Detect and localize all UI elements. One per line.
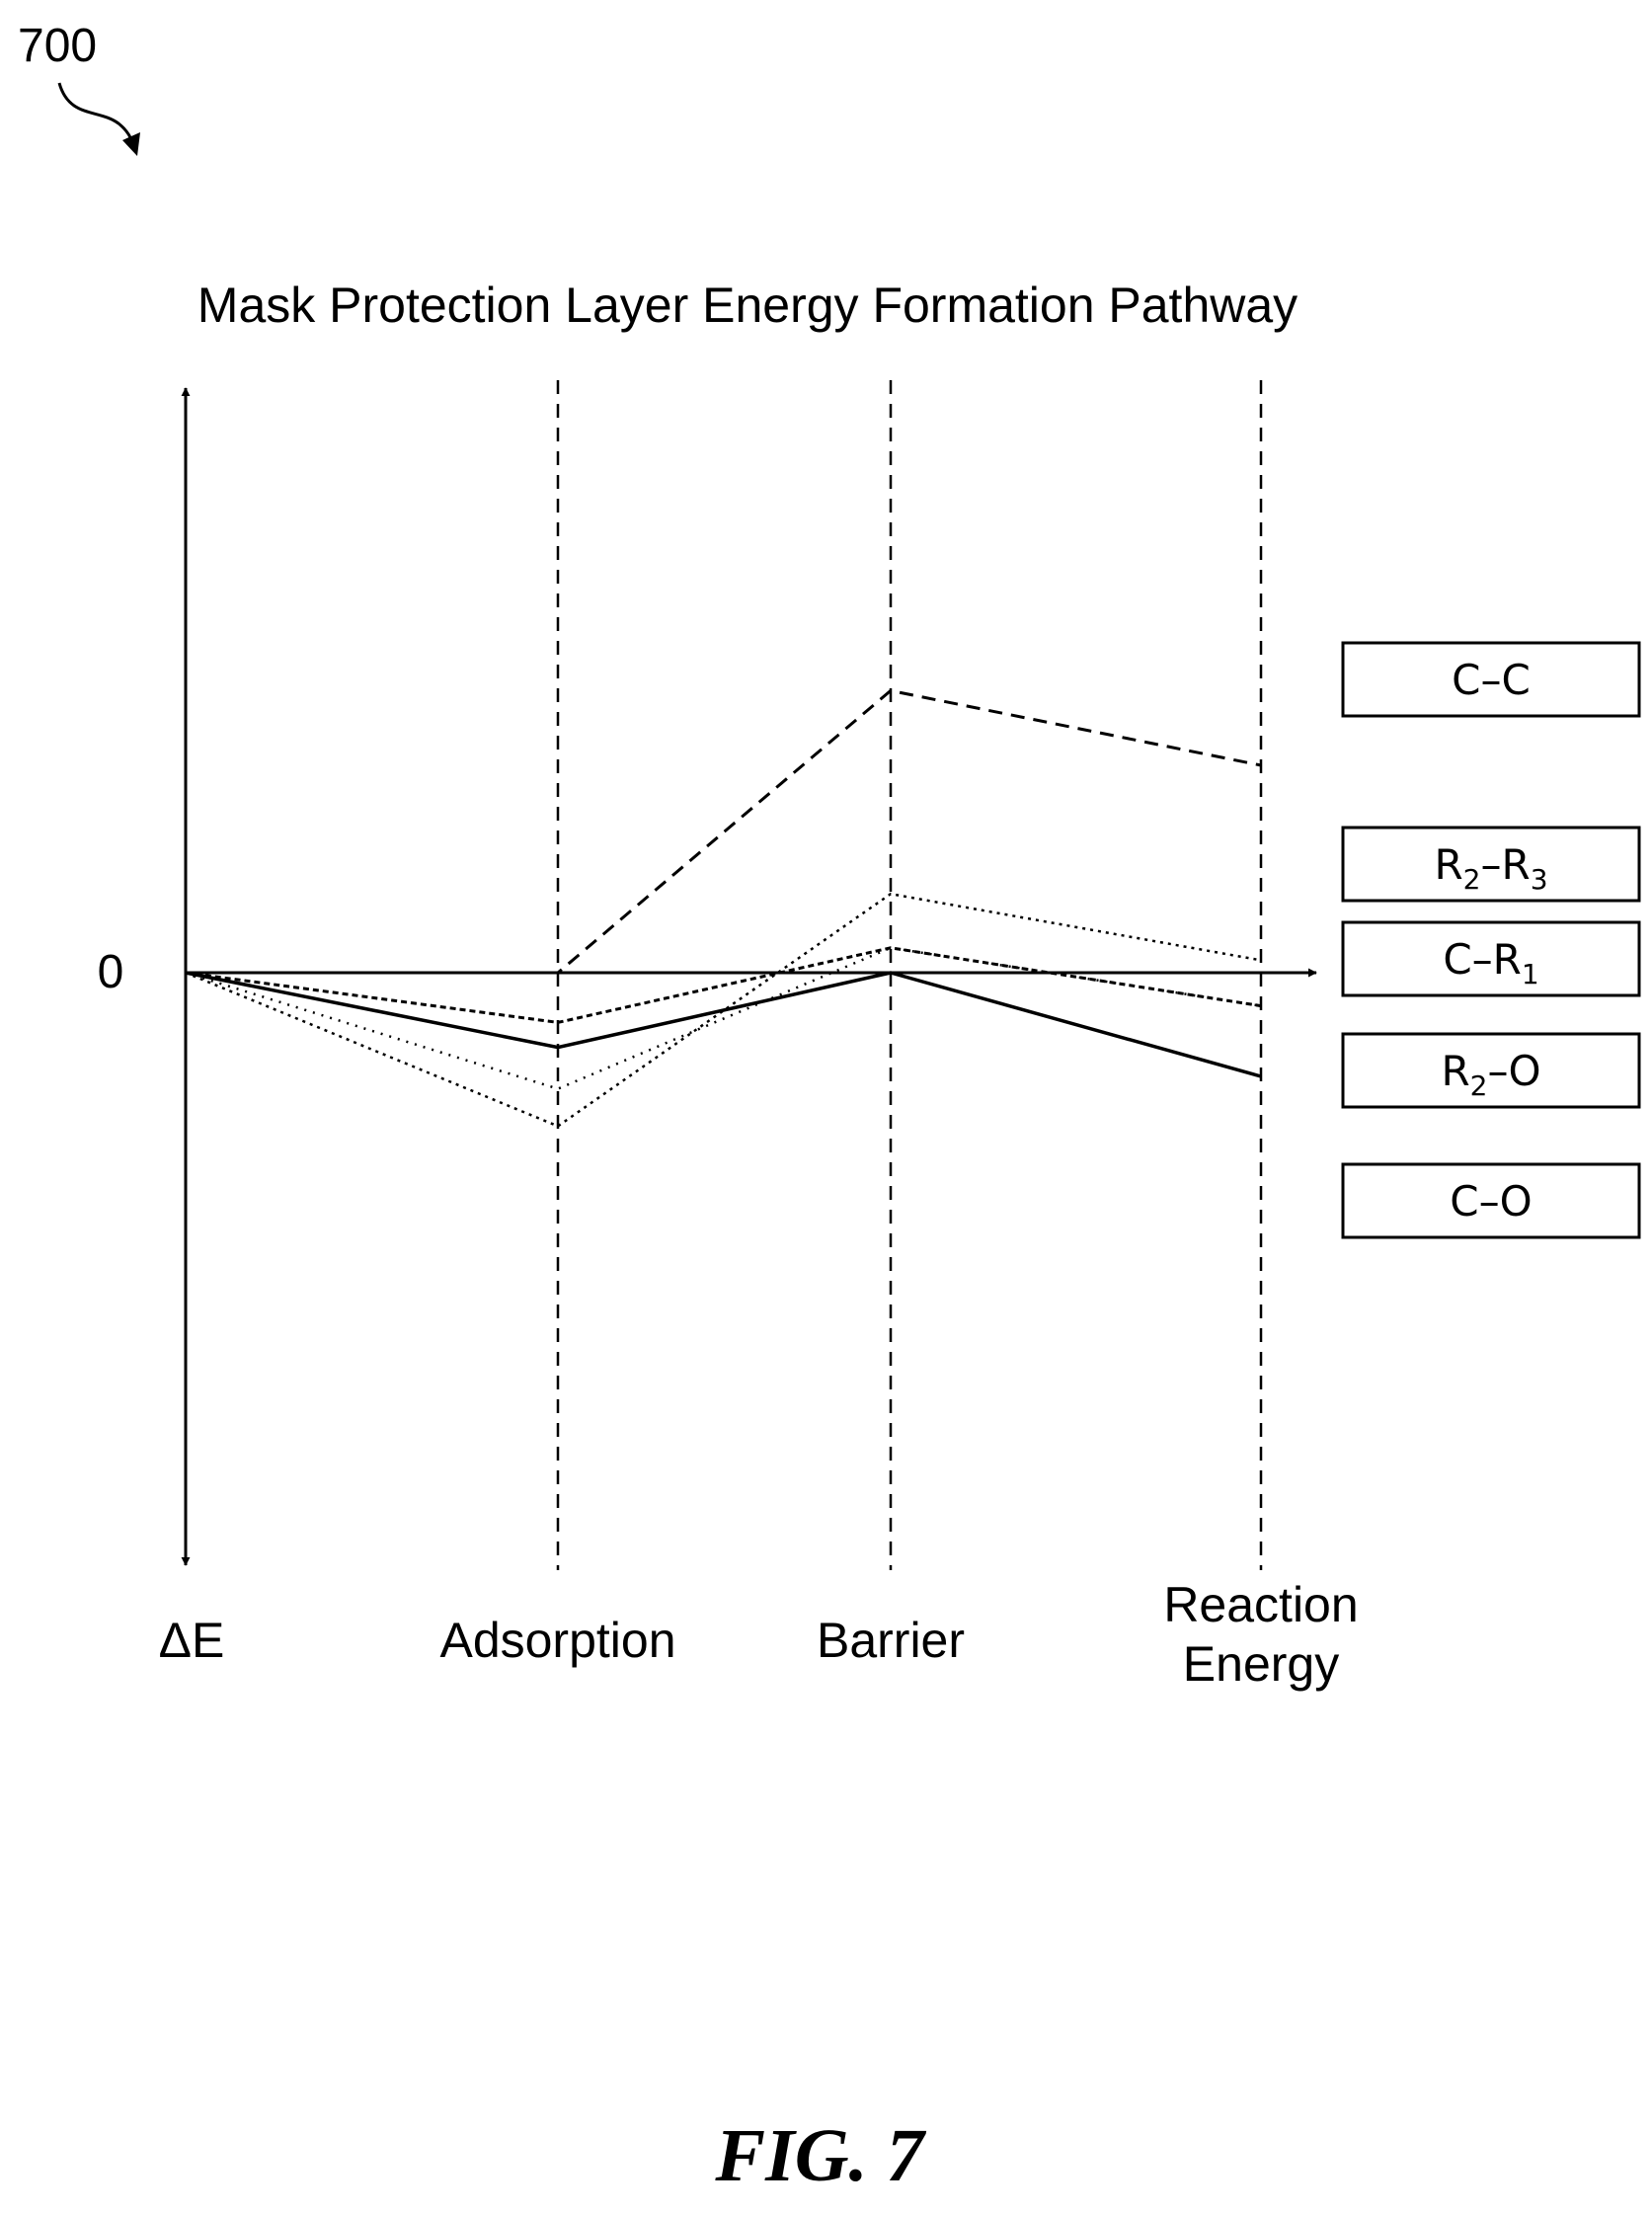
legend-item-1: R2–R3 [1341,826,1641,903]
legend-item-3: R2–O [1341,1032,1641,1109]
stage-label-barrier: Barrier [817,1613,965,1668]
legend-item-2: C–R1 [1341,920,1641,997]
legend-item-4: C–O [1341,1162,1641,1239]
legend-label: C–O [1450,1177,1532,1226]
stage-label-reaction-energy: Reaction Energy [1163,1577,1358,1692]
legend-label: C–R1 [1443,935,1538,990]
legend-label: C–C [1452,656,1531,704]
series-line-4 [185,971,1262,1078]
legend-label: R2–O [1441,1047,1540,1102]
series-line-1 [185,892,1262,1128]
y-axis-label: ΔE [159,1613,225,1668]
reference-arrowhead [122,132,140,156]
zero-label: 0 [98,946,124,998]
legend-box [1341,1162,1641,1239]
series-lines [185,688,1262,1128]
legend-box [1341,1032,1641,1109]
series-line-2 [185,946,1262,1090]
figure-number: 700 [18,20,97,72]
legend-item-0: C–C [1341,641,1641,718]
legend: C–C R2–R3 C–R1 R2–O C–O [1341,641,1641,1239]
legend-label: R2–R3 [1434,840,1547,896]
legend-box [1341,920,1641,997]
legend-box [1341,826,1641,903]
series-line-3 [185,946,1262,1024]
stage-gridlines [556,380,1263,1570]
chart-title: Mask Protection Layer Energy Formation P… [197,277,1298,333]
series-line-0 [186,688,1262,975]
reference-arrow [57,82,136,149]
stage-labels: Adsorption Barrier Reaction Energy [439,1577,1358,1692]
stage-label-adsorption: Adsorption [439,1613,675,1668]
figure-caption: FIG. 7 [714,2114,926,2197]
legend-box [1341,641,1641,718]
